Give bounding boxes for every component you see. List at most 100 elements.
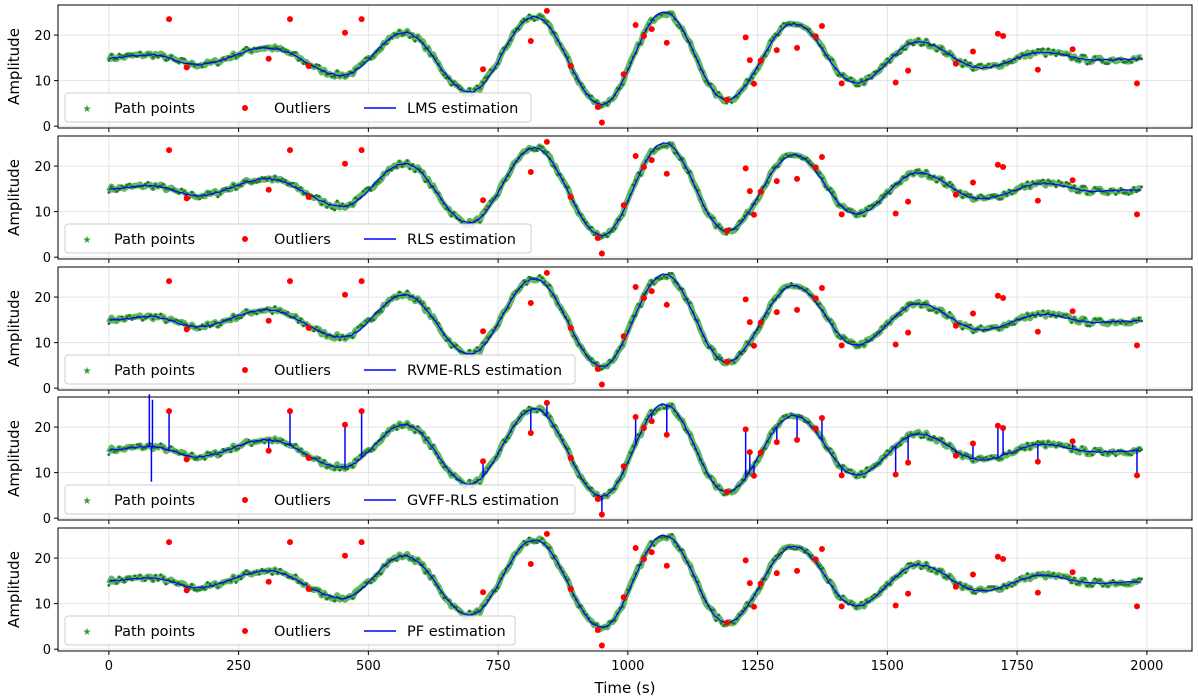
legend-path-marker: ★ bbox=[83, 366, 92, 377]
path-point bbox=[667, 271, 671, 275]
outlier-point bbox=[640, 163, 647, 170]
outlier-point bbox=[663, 562, 670, 569]
path-point bbox=[841, 594, 845, 598]
path-point bbox=[540, 276, 544, 280]
path-point bbox=[1098, 188, 1102, 191]
outlier-point bbox=[598, 511, 605, 518]
legend: ★ Path points Outliers RVME-RLS estimation bbox=[64, 354, 576, 385]
outlier-point bbox=[620, 202, 627, 209]
path-point bbox=[577, 475, 580, 479]
path-point bbox=[1093, 317, 1097, 321]
path-point bbox=[987, 62, 990, 66]
path-point bbox=[1129, 60, 1133, 64]
path-point bbox=[901, 175, 905, 178]
x-tick-label: 1500 bbox=[871, 659, 904, 674]
path-point bbox=[906, 302, 910, 306]
path-point bbox=[120, 54, 124, 58]
path-point bbox=[688, 170, 692, 173]
path-point bbox=[1020, 184, 1024, 188]
outlier-point bbox=[794, 175, 801, 182]
path-point bbox=[151, 579, 155, 583]
outlier-point bbox=[567, 455, 574, 462]
path-point bbox=[717, 90, 721, 94]
path-point bbox=[662, 274, 666, 278]
path-point bbox=[543, 280, 547, 284]
path-point bbox=[943, 184, 946, 188]
path-point bbox=[808, 159, 811, 163]
path-point bbox=[745, 601, 749, 605]
subplot-4: 0 10 20 Amplitude ★ Path points Outliers GVFF-R… bbox=[5, 394, 1193, 527]
outlier-point bbox=[358, 408, 365, 415]
path-point bbox=[854, 475, 858, 479]
path-point bbox=[935, 180, 939, 184]
path-point bbox=[232, 183, 235, 187]
path-point bbox=[141, 319, 144, 322]
path-point bbox=[1057, 313, 1061, 317]
x-tick-label: 750 bbox=[486, 659, 511, 674]
path-point bbox=[839, 337, 843, 341]
path-point bbox=[885, 57, 889, 61]
outlier-point bbox=[632, 284, 639, 291]
path-point bbox=[979, 63, 983, 66]
path-point bbox=[110, 53, 113, 57]
outlier-point bbox=[543, 530, 550, 537]
path-point bbox=[270, 573, 274, 576]
path-point bbox=[379, 572, 383, 576]
path-point bbox=[237, 447, 241, 451]
path-point bbox=[906, 40, 910, 44]
path-point bbox=[605, 103, 609, 107]
outlier-point bbox=[812, 425, 819, 432]
path-point bbox=[1070, 449, 1073, 453]
path-point bbox=[888, 191, 892, 195]
path-point bbox=[395, 165, 399, 169]
path-point bbox=[766, 312, 770, 315]
path-point bbox=[325, 206, 329, 209]
path-point bbox=[590, 486, 593, 490]
outlier-point bbox=[342, 29, 349, 36]
path-point bbox=[1122, 60, 1125, 64]
path-point bbox=[330, 207, 334, 211]
path-point bbox=[854, 344, 858, 348]
path-point bbox=[930, 438, 933, 442]
path-point bbox=[177, 319, 181, 323]
path-point bbox=[328, 465, 331, 469]
outlier-point bbox=[812, 295, 819, 302]
path-point bbox=[167, 57, 170, 61]
path-point bbox=[1039, 48, 1042, 52]
path-point bbox=[629, 451, 632, 455]
path-point bbox=[1080, 445, 1084, 448]
path-point bbox=[717, 613, 721, 617]
outlier-point bbox=[648, 549, 655, 556]
outlier-point bbox=[1069, 569, 1076, 576]
path-point bbox=[652, 544, 656, 547]
path-point bbox=[904, 48, 907, 52]
path-point bbox=[883, 453, 887, 457]
outlier-point bbox=[892, 210, 899, 217]
path-point bbox=[1140, 57, 1144, 61]
path-point bbox=[1052, 572, 1055, 576]
path-point bbox=[216, 195, 220, 199]
path-point bbox=[961, 455, 965, 459]
path-point bbox=[660, 145, 663, 149]
path-point bbox=[1137, 56, 1141, 59]
path-point bbox=[758, 325, 762, 329]
path-point bbox=[1065, 313, 1068, 317]
outlier-point bbox=[1000, 555, 1007, 562]
path-point bbox=[805, 287, 809, 291]
outlier-point bbox=[598, 119, 605, 126]
path-point bbox=[631, 183, 635, 187]
path-point bbox=[1049, 314, 1053, 318]
outlier-point bbox=[1034, 66, 1041, 73]
outlier-point bbox=[305, 63, 312, 70]
path-point bbox=[242, 571, 246, 575]
legend-path-label: Path points bbox=[114, 624, 195, 640]
path-point bbox=[1096, 187, 1099, 191]
path-point bbox=[533, 540, 536, 544]
path-point bbox=[917, 37, 920, 41]
outlier-point bbox=[742, 165, 749, 172]
path-point bbox=[841, 464, 845, 468]
path-point bbox=[919, 436, 923, 440]
legend: ★ Path points Outliers RLS estimation bbox=[64, 223, 532, 254]
path-point bbox=[665, 276, 669, 280]
outlier-point bbox=[750, 342, 757, 349]
